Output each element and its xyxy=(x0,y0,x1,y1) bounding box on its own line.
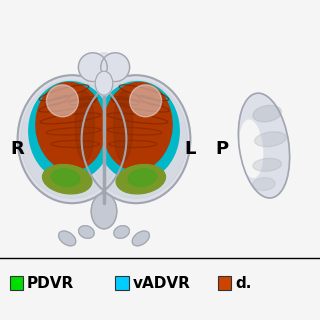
Ellipse shape xyxy=(21,80,123,198)
Ellipse shape xyxy=(254,132,286,147)
Ellipse shape xyxy=(132,231,149,246)
Ellipse shape xyxy=(96,82,179,181)
Ellipse shape xyxy=(253,158,282,171)
Text: L: L xyxy=(185,140,196,158)
Ellipse shape xyxy=(114,226,129,238)
Ellipse shape xyxy=(78,53,107,82)
Ellipse shape xyxy=(253,178,275,190)
Ellipse shape xyxy=(91,194,117,229)
Ellipse shape xyxy=(79,226,94,238)
Ellipse shape xyxy=(51,169,80,187)
Text: R: R xyxy=(11,140,24,158)
Ellipse shape xyxy=(36,83,105,170)
Ellipse shape xyxy=(43,164,92,194)
Ellipse shape xyxy=(93,53,115,82)
Ellipse shape xyxy=(103,83,172,170)
Ellipse shape xyxy=(82,82,126,197)
Ellipse shape xyxy=(82,75,190,203)
FancyBboxPatch shape xyxy=(10,276,23,290)
Ellipse shape xyxy=(130,85,162,117)
Ellipse shape xyxy=(238,93,290,198)
Ellipse shape xyxy=(116,164,165,194)
Ellipse shape xyxy=(114,91,133,162)
Ellipse shape xyxy=(253,105,282,122)
Ellipse shape xyxy=(93,53,115,82)
Ellipse shape xyxy=(101,53,130,82)
Ellipse shape xyxy=(29,82,112,181)
Text: PDVR: PDVR xyxy=(27,276,74,291)
FancyBboxPatch shape xyxy=(218,276,231,290)
Ellipse shape xyxy=(78,53,107,82)
Ellipse shape xyxy=(18,75,126,203)
Ellipse shape xyxy=(59,231,76,246)
Ellipse shape xyxy=(95,72,113,98)
Ellipse shape xyxy=(95,71,113,95)
Text: P: P xyxy=(216,140,229,158)
Ellipse shape xyxy=(46,85,78,117)
Ellipse shape xyxy=(85,80,187,198)
Ellipse shape xyxy=(101,53,130,82)
Ellipse shape xyxy=(128,169,157,187)
FancyBboxPatch shape xyxy=(115,276,129,290)
Text: vADVR: vADVR xyxy=(132,276,190,291)
Ellipse shape xyxy=(240,120,263,178)
Text: d.: d. xyxy=(235,276,251,291)
Ellipse shape xyxy=(75,91,94,162)
